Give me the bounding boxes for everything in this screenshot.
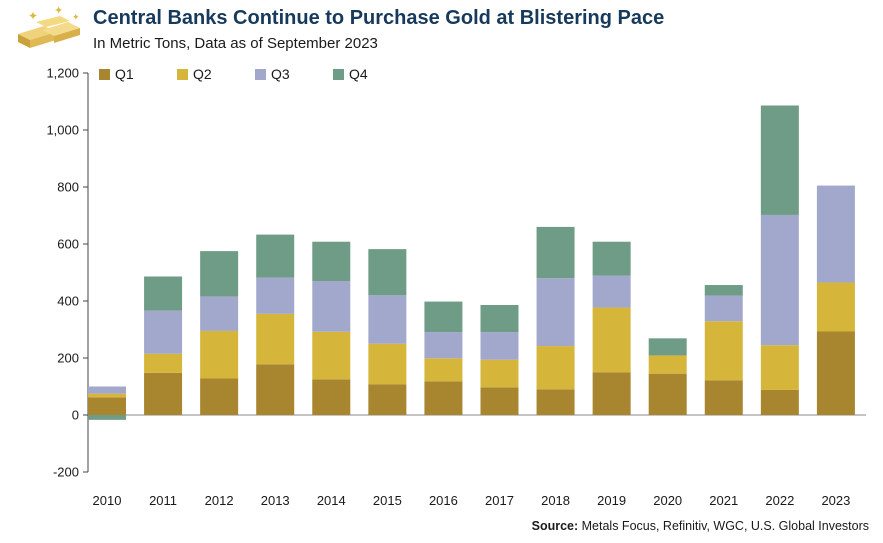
bar-segment-q1-2010 bbox=[88, 397, 126, 415]
x-tick-label: 2011 bbox=[149, 493, 177, 508]
bar-segment-q4-2018 bbox=[536, 226, 575, 279]
bar-segment-q3-2010 bbox=[88, 386, 126, 394]
bar-segment-q2-2020 bbox=[648, 355, 687, 374]
bar-segment-q1-2022 bbox=[760, 389, 799, 415]
legend-label-q3: Q3 bbox=[271, 66, 290, 82]
x-tick-label: 2010 bbox=[93, 493, 122, 508]
bar-segment-q4-2010 bbox=[88, 415, 126, 420]
legend-swatch-q1 bbox=[99, 68, 110, 80]
y-tick-label: 800 bbox=[57, 180, 79, 195]
legend-item-q3: Q3 bbox=[255, 66, 333, 82]
svg-text:✦: ✦ bbox=[72, 12, 80, 22]
bar-segment-q1-2014 bbox=[312, 379, 351, 415]
bar-segment-q2-2021 bbox=[704, 321, 743, 381]
bar-segment-q3-2018 bbox=[536, 278, 575, 347]
x-tick-label: 2020 bbox=[653, 493, 682, 508]
bar-segment-q3-2013 bbox=[256, 277, 295, 314]
bar-segment-q4-2015 bbox=[368, 249, 407, 296]
bar-segment-q3-2016 bbox=[424, 332, 463, 359]
bar-segment-q2-2012 bbox=[200, 330, 239, 379]
svg-text:✦: ✦ bbox=[28, 9, 38, 23]
y-tick-label: 400 bbox=[57, 294, 79, 309]
x-tick-label: 2023 bbox=[821, 493, 850, 508]
bar-segment-q2-2019 bbox=[592, 307, 631, 373]
x-tick-label: 2014 bbox=[317, 493, 346, 508]
bar-segment-q4-2016 bbox=[424, 301, 463, 333]
legend: Q1 Q2 Q3 Q4 bbox=[99, 66, 411, 82]
bar-segment-q2-2011 bbox=[144, 353, 183, 373]
bar-segment-q3-2014 bbox=[312, 281, 351, 332]
bar-segment-q2-2016 bbox=[424, 358, 463, 382]
bar-segment-q3-2017 bbox=[480, 332, 519, 360]
bar-segment-q2-2010 bbox=[88, 393, 126, 398]
bar-segment-q1-2019 bbox=[592, 372, 631, 415]
bar-segment-q1-2017 bbox=[480, 387, 519, 415]
source-note: Source: Metals Focus, Refinitiv, WGC, U.… bbox=[532, 519, 869, 533]
x-tick-label: 2015 bbox=[373, 493, 402, 508]
legend-item-q2: Q2 bbox=[177, 66, 255, 82]
bar-segment-q2-2017 bbox=[480, 359, 519, 388]
y-tick-label: 200 bbox=[57, 351, 79, 366]
bar-segment-q4-2022 bbox=[760, 105, 799, 215]
bar-segment-q2-2013 bbox=[256, 313, 295, 365]
bar-segment-q2-2023 bbox=[816, 282, 855, 332]
svg-text:✦: ✦ bbox=[54, 5, 63, 17]
bar-segment-q4-2017 bbox=[480, 304, 519, 333]
bar-segment-q2-2022 bbox=[760, 345, 799, 390]
bar-segment-q1-2015 bbox=[368, 384, 407, 415]
bar-segment-q4-2012 bbox=[200, 251, 239, 297]
legend-swatch-q2 bbox=[177, 68, 188, 80]
chart-title: Central Banks Continue to Purchase Gold … bbox=[93, 7, 665, 29]
bar-segment-q2-2018 bbox=[536, 346, 575, 390]
legend-label-q1: Q1 bbox=[115, 66, 134, 82]
bar-segment-q4-2011 bbox=[144, 276, 183, 311]
bar-segment-q1-2013 bbox=[256, 364, 295, 415]
bar-segment-q4-2020 bbox=[648, 338, 687, 356]
x-tick-label: 2016 bbox=[429, 493, 458, 508]
bar-segment-q3-2011 bbox=[144, 310, 183, 354]
bar-segment-q4-2013 bbox=[256, 234, 295, 278]
bar-segment-q3-2023 bbox=[816, 185, 855, 283]
bar-segment-q3-2022 bbox=[760, 214, 799, 346]
y-tick-label: -200 bbox=[53, 465, 79, 480]
x-tick-label: 2017 bbox=[485, 493, 514, 508]
bar-segment-q3-2015 bbox=[368, 295, 407, 344]
bar-segment-q3-2012 bbox=[200, 296, 239, 331]
x-tick-label: 2019 bbox=[597, 493, 626, 508]
y-tick-label: 0 bbox=[72, 408, 79, 423]
legend-swatch-q4 bbox=[333, 68, 344, 80]
bar-segment-q3-2019 bbox=[592, 275, 631, 308]
source-text: Metals Focus, Refinitiv, WGC, U.S. Globa… bbox=[578, 519, 869, 533]
legend-swatch-q3 bbox=[255, 68, 266, 80]
legend-label-q2: Q2 bbox=[193, 66, 212, 82]
chart-subtitle: In Metric Tons, Data as of September 202… bbox=[93, 35, 378, 52]
y-tick-label: 1,000 bbox=[46, 123, 79, 138]
source-label: Source: bbox=[531, 519, 579, 533]
bar-segment-q4-2021 bbox=[704, 285, 743, 296]
bar-segment-q2-2014 bbox=[312, 331, 351, 380]
gold-bars-logo: ✦ ✦ ✦ bbox=[18, 5, 80, 48]
x-tick-label: 2013 bbox=[261, 493, 290, 508]
bar-segment-q1-2016 bbox=[424, 381, 463, 415]
bar-segment-q4-2014 bbox=[312, 241, 351, 282]
x-tick-label: 2012 bbox=[205, 493, 234, 508]
y-tick-label: 600 bbox=[57, 237, 79, 252]
bar-segment-q1-2023 bbox=[816, 331, 855, 415]
legend-item-q1: Q1 bbox=[99, 66, 177, 82]
x-tick-label: 2022 bbox=[765, 493, 794, 508]
x-tick-label: 2021 bbox=[709, 493, 738, 508]
x-tick-label: 2018 bbox=[541, 493, 570, 508]
bar-segment-q1-2011 bbox=[144, 372, 183, 415]
bar-segment-q1-2021 bbox=[704, 380, 743, 415]
legend-label-q4: Q4 bbox=[349, 66, 368, 82]
bar-segment-q3-2021 bbox=[704, 295, 743, 322]
bar-segment-q1-2020 bbox=[648, 373, 687, 415]
bar-segment-q4-2019 bbox=[592, 241, 631, 276]
y-tick-label: 1,200 bbox=[46, 66, 79, 81]
bar-segment-q1-2018 bbox=[536, 389, 575, 415]
bar-segment-q1-2012 bbox=[200, 378, 239, 415]
legend-item-q4: Q4 bbox=[333, 66, 411, 82]
bar-segment-q2-2015 bbox=[368, 343, 407, 385]
